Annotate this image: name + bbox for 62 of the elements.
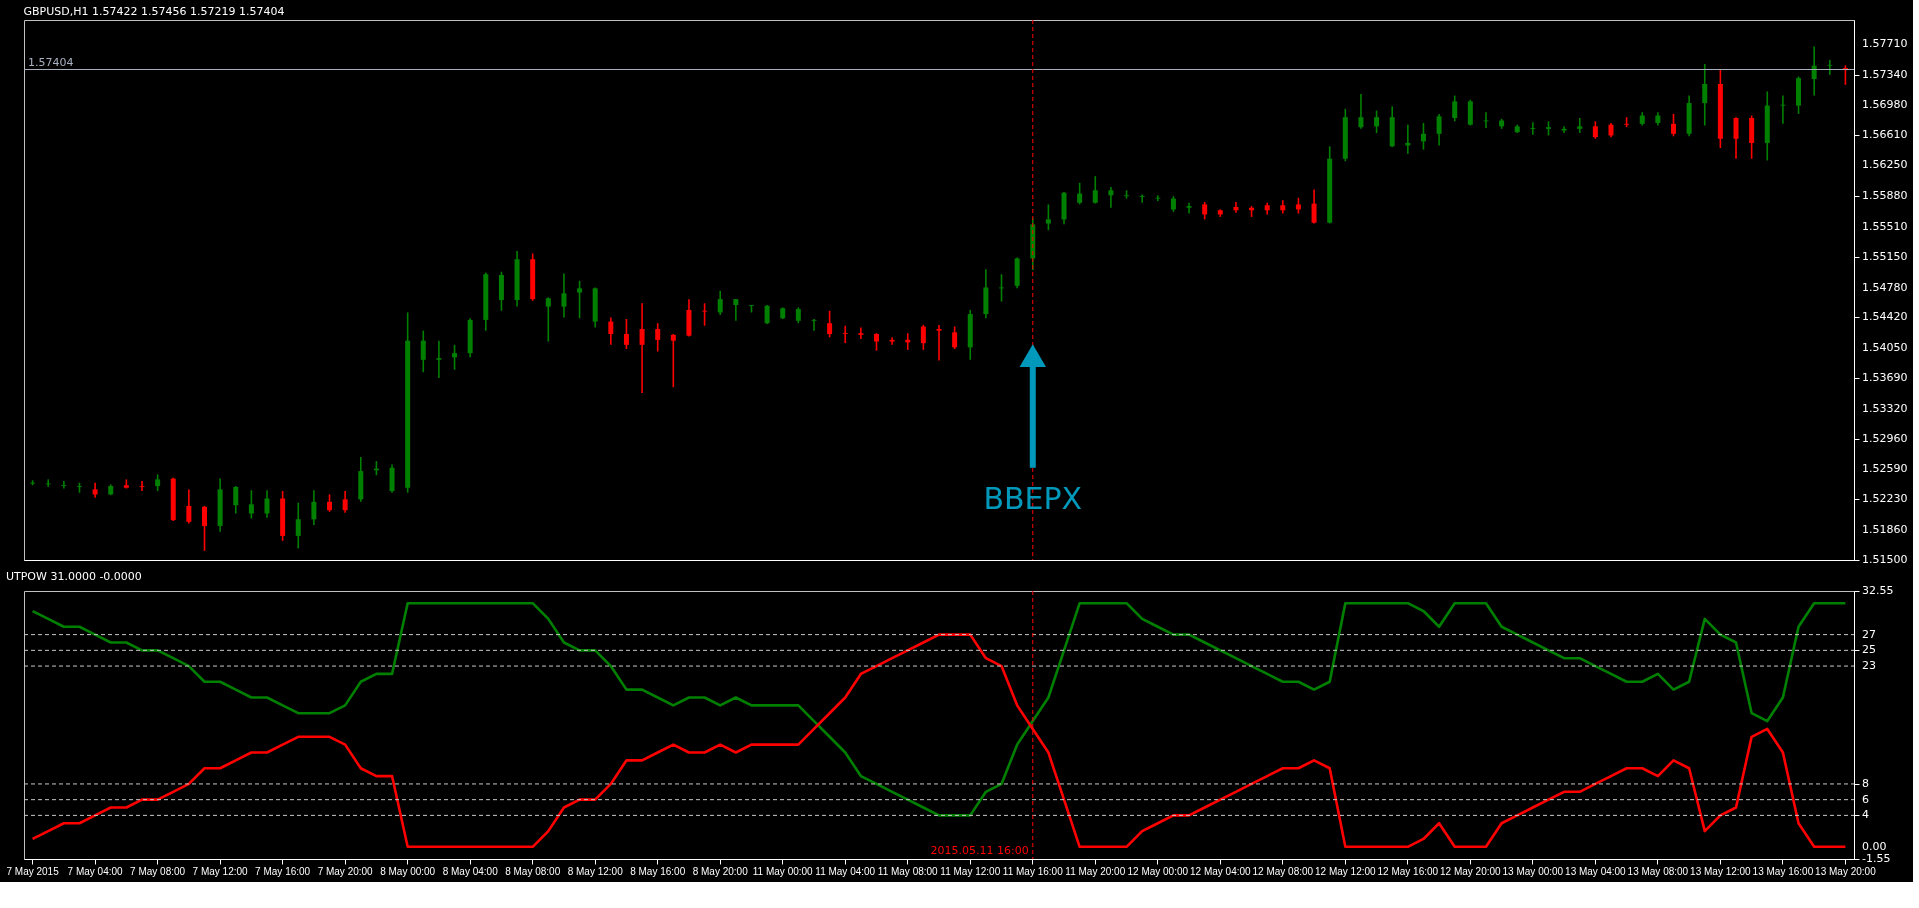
y-tick-label: 1.55510	[1862, 219, 1908, 233]
y-tick-label: 1.57340	[1862, 67, 1908, 81]
y-tick-label: 1.53690	[1862, 371, 1908, 385]
x-tick-label: 13 May 08:00	[1627, 865, 1689, 877]
y-tick-label: 1.54780	[1862, 280, 1908, 294]
x-tick-label: 13 May 04:00	[1565, 865, 1627, 877]
x-tick-label: 8 May 04:00	[442, 865, 499, 877]
y-tick-label: 1.55150	[1862, 249, 1908, 263]
chart-title: GBPUSD,H1 1.57422 1.57456 1.57219 1.57404	[23, 4, 285, 18]
x-tick-label: 12 May 20:00	[1440, 865, 1502, 877]
ref-line-label: 2015.05.11 16:00	[930, 844, 1029, 857]
x-tick-label: 12 May 08:00	[1252, 865, 1314, 877]
y-tick-label: 1.56980	[1862, 97, 1908, 111]
y-tick-label: 1.57710	[1862, 37, 1908, 51]
y-tick-label: 25	[1862, 643, 1876, 657]
x-tick-label: 11 May 12:00	[940, 865, 1001, 877]
y-tick-label: 1.53320	[1862, 401, 1908, 415]
x-tick-label: 8 May 16:00	[630, 865, 686, 877]
y-tick-label: 32.55	[1862, 584, 1894, 597]
y-tick-label: 23	[1862, 659, 1876, 673]
annotation: BBEPX	[983, 481, 1083, 517]
x-tick-label: 8 May 08:00	[505, 865, 561, 877]
x-tick-label: 13 May 20:00	[1815, 865, 1877, 877]
y-tick-label: 1.52590	[1862, 462, 1908, 476]
y-tick-label: 6	[1862, 792, 1869, 806]
y-tick-label: 1.54050	[1862, 341, 1908, 355]
x-tick-label: 13 May 12:00	[1690, 865, 1752, 877]
x-tick-label: 12 May 16:00	[1377, 865, 1439, 877]
x-tick-label: 11 May 04:00	[815, 865, 876, 877]
x-tick-label: 8 May 20:00	[692, 865, 749, 877]
x-tick-label: 11 May 08:00	[877, 865, 939, 877]
x-tick-label: 13 May 00:00	[1502, 865, 1564, 877]
x-tick-label: 7 May 16:00	[255, 865, 311, 877]
y-tick-label: 27	[1862, 627, 1876, 641]
y-tick-label: 1.56610	[1862, 128, 1908, 142]
y-tick-label: -1.55	[1862, 852, 1891, 865]
ref-line-label: 1.57404	[28, 55, 74, 69]
x-tick-label: 11 May 00:00	[752, 865, 814, 877]
x-tick-label: 11 May 16:00	[1002, 865, 1064, 877]
x-tick-label: 7 May 04:00	[67, 865, 124, 877]
x-tick-label: 12 May 04:00	[1189, 865, 1252, 877]
y-tick-label: 1.52960	[1862, 431, 1908, 445]
y-tick-label: 1.51860	[1862, 523, 1908, 537]
y-tick-label: 1.56250	[1862, 158, 1908, 172]
y-tick-label: 8	[1862, 776, 1869, 790]
y-tick-label: 1.55880	[1862, 189, 1908, 203]
x-tick-label: 11 May 20:00	[1065, 865, 1126, 877]
x-tick-label: 12 May 12:00	[1315, 865, 1377, 877]
x-tick-label: 8 May 12:00	[567, 865, 624, 877]
y-tick-label: 0.00	[1862, 839, 1887, 853]
x-tick-label: 12 May 00:00	[1127, 865, 1189, 877]
y-tick-label: 1.52230	[1862, 492, 1908, 506]
y-tick-label: 1.51500	[1862, 553, 1908, 566]
x-tick-label: 8 May 00:00	[380, 865, 436, 877]
y-tick-label: 1.54420	[1862, 310, 1908, 324]
chart-title: UTPOW 31.0000 -0.0000	[5, 570, 142, 583]
y-tick-label: 4	[1862, 808, 1869, 822]
x-tick-label: 13 May 16:00	[1752, 865, 1814, 877]
x-tick-label: 7 May 08:00	[130, 865, 186, 877]
x-tick-label: 7 May 12:00	[192, 865, 249, 877]
x-tick-label: 7 May 2015	[6, 865, 60, 877]
x-tick-label: 7 May 20:00	[317, 865, 374, 877]
